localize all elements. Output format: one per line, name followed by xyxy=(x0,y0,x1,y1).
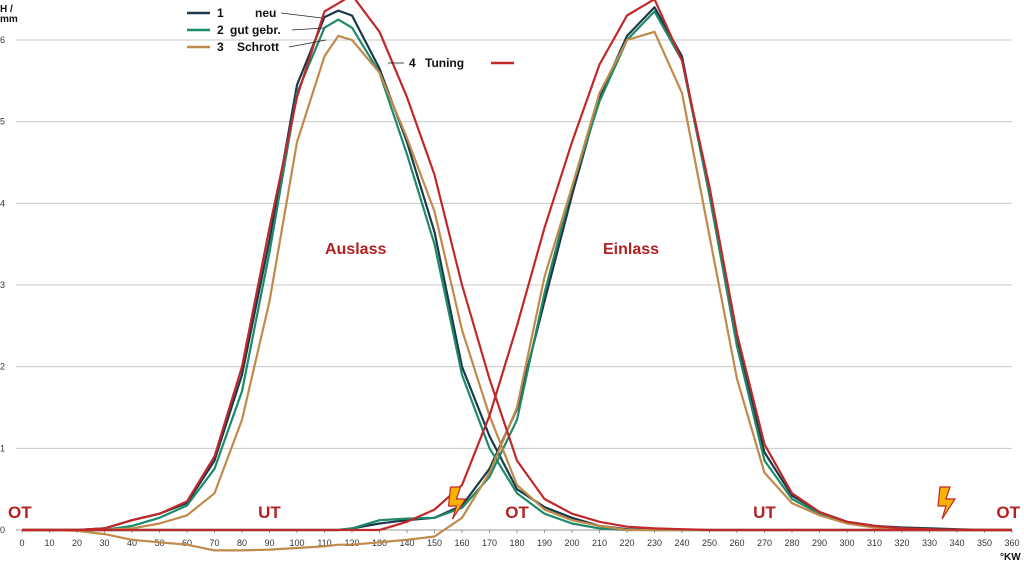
x-tick-190: 190 xyxy=(537,538,552,548)
x-tick-270: 270 xyxy=(757,538,772,548)
x-tick-320: 320 xyxy=(894,538,909,548)
series-4-auslass-line xyxy=(22,0,1012,532)
legend-number-4: 4 xyxy=(409,56,416,70)
x-tick-180: 180 xyxy=(509,538,524,548)
y-axis-label-h: H / xyxy=(0,4,13,15)
x-tick-110: 110 xyxy=(317,538,331,548)
x-tick-240: 240 xyxy=(674,538,689,548)
y-axis-label-mm: mm xyxy=(0,14,18,25)
x-tick-20: 20 xyxy=(72,538,82,548)
x-tick-300: 300 xyxy=(839,538,854,548)
y-tick-6: 6 xyxy=(0,35,5,45)
series-2-auslass-line xyxy=(22,18,1012,532)
x-tick-10: 10 xyxy=(44,538,54,548)
phase-label-ot: OT xyxy=(996,503,1020,522)
phase-label-ut: UT xyxy=(258,503,281,522)
y-tick-labels: 0 1 2 3 4 5 6 xyxy=(0,35,5,535)
x-tick-160: 160 xyxy=(454,538,469,548)
legend-leader-1 xyxy=(280,12,323,19)
x-tick-250: 250 xyxy=(702,538,717,548)
x-tick-220: 220 xyxy=(619,538,634,548)
legend-number-1: 1 xyxy=(217,6,224,20)
series-3-auslass-line xyxy=(22,34,1012,532)
legend-label-1: neu xyxy=(255,6,276,20)
x-tick-210: 210 xyxy=(592,538,607,548)
series-2-einlass-line xyxy=(22,10,1012,532)
series-lines xyxy=(22,0,1012,552)
legend-leader-3 xyxy=(288,39,327,48)
y-tick-3: 3 xyxy=(0,280,5,290)
y-tick-4: 4 xyxy=(0,198,5,208)
x-tick-120: 120 xyxy=(344,538,359,548)
phase-label-ot: OT xyxy=(505,503,529,522)
y-tick-1: 1 xyxy=(0,443,5,453)
x-tick-280: 280 xyxy=(784,538,799,548)
legend-number-2: 2 xyxy=(217,23,224,37)
x-tick-0: 0 xyxy=(19,538,24,548)
legend-label-3: Schrott xyxy=(237,40,279,54)
phase-label-ut: UT xyxy=(753,503,776,522)
x-tick-90: 90 xyxy=(264,538,274,548)
x-tick-230: 230 xyxy=(647,538,662,548)
x-tick-140: 140 xyxy=(399,538,414,548)
y-tick-2: 2 xyxy=(0,362,5,372)
lightning-icon xyxy=(447,486,467,520)
legend: 1 neu 2 gut gebr. 3 Schrott 4 Tuning xyxy=(187,6,514,70)
x-tick-60: 60 xyxy=(182,538,192,548)
y-tick-5: 5 xyxy=(0,117,5,127)
x-tick-200: 200 xyxy=(564,538,579,548)
legend-leader-2 xyxy=(291,27,325,31)
einlass-label: Einlass xyxy=(603,241,659,258)
x-tick-70: 70 xyxy=(209,538,219,548)
phase-labels: OT UT OT UT OT xyxy=(8,503,1021,522)
x-tick-40: 40 xyxy=(127,538,137,548)
phase-label-ot: OT xyxy=(8,503,32,522)
x-tick-290: 290 xyxy=(812,538,827,548)
legend-number-3: 3 xyxy=(217,40,224,54)
x-tick-310: 310 xyxy=(867,538,882,548)
x-tick-260: 260 xyxy=(729,538,744,548)
x-tick-330: 330 xyxy=(922,538,937,548)
x-tick-80: 80 xyxy=(237,538,247,548)
legend-label-4: Tuning xyxy=(425,56,464,70)
x-axis-label: °KW xyxy=(1000,552,1021,563)
x-tick-350: 350 xyxy=(977,538,992,548)
series-1-auslass-line xyxy=(22,9,1012,532)
x-tick-30: 30 xyxy=(99,538,109,548)
series-1-einlass-line xyxy=(22,6,1012,532)
lightning-markers xyxy=(447,486,957,520)
x-tick-150: 150 xyxy=(427,538,442,548)
x-tick-340: 340 xyxy=(949,538,964,548)
series-4-einlass-line xyxy=(22,0,1012,532)
y-tick-0: 0 xyxy=(0,525,5,535)
series-3-einlass-line xyxy=(22,30,1012,552)
x-tick-360: 360 xyxy=(1004,538,1019,548)
x-tick-170: 170 xyxy=(482,538,497,548)
lightning-icon xyxy=(937,486,957,520)
legend-label-2: gut gebr. xyxy=(230,23,281,37)
x-tick-100: 100 xyxy=(289,538,304,548)
auslass-label: Auslass xyxy=(325,241,386,258)
gridlines xyxy=(16,39,1013,533)
